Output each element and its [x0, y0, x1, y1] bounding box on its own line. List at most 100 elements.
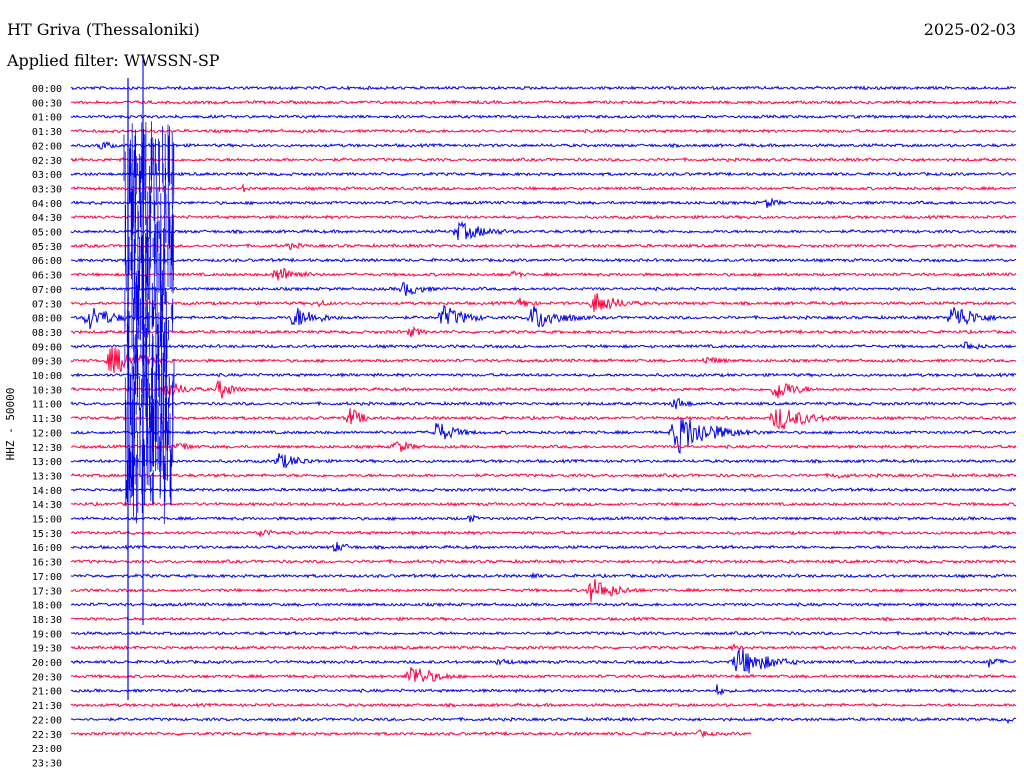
time-label: 20:00 [32, 658, 62, 669]
trace-line [70, 293, 1017, 313]
trace-line [70, 514, 1017, 523]
time-label: 13:30 [32, 471, 62, 482]
time-label: 08:00 [32, 314, 62, 325]
time-label: 03:00 [32, 170, 62, 181]
trace-line [70, 372, 1017, 378]
trace-line [70, 630, 1017, 637]
time-label: 04:00 [32, 199, 62, 210]
trace-line [70, 440, 1017, 452]
trace-line [70, 571, 1017, 580]
time-label: 19:30 [32, 644, 62, 655]
time-label: 07:00 [32, 285, 62, 296]
time-label: 17:30 [32, 586, 62, 597]
trace-line [70, 257, 1017, 264]
time-label: 14:30 [32, 500, 62, 511]
time-label: 17:00 [32, 572, 62, 583]
time-label: 01:30 [32, 127, 62, 138]
trace-line [71, 472, 1017, 479]
time-label: 19:00 [32, 629, 62, 640]
trace-line [71, 99, 1017, 106]
trace-line [70, 267, 1017, 281]
trace-line [70, 346, 1017, 373]
trace-line [70, 113, 1017, 120]
time-label: 16:00 [32, 543, 62, 554]
trace-line [70, 501, 1017, 507]
trace-line [70, 529, 1017, 537]
trace-line [70, 85, 1017, 91]
trace-line [70, 242, 1017, 251]
trace-line [70, 453, 1017, 468]
time-label-group: 00:00 00:30 01:00 01:30 02:00 02:30 03:00 03:30… [32, 84, 62, 769]
trace-line [71, 558, 1017, 565]
trace-line [70, 666, 1017, 682]
time-label: 12:30 [32, 443, 62, 454]
trace-line [70, 716, 1017, 725]
time-label: 00:30 [32, 98, 62, 109]
trace-line [70, 702, 1017, 709]
time-label: 16:30 [32, 558, 62, 569]
time-label: 15:30 [32, 529, 62, 540]
trace-line [70, 684, 1017, 696]
trace-line [70, 141, 1017, 150]
time-label: 04:30 [32, 213, 62, 224]
time-label: 20:30 [32, 672, 62, 683]
time-label: 06:30 [32, 271, 62, 282]
channel-label: HHZ - 50000 [4, 388, 17, 461]
time-label: 09:00 [32, 342, 62, 353]
trace-line [70, 220, 1017, 241]
trace-line [70, 128, 1017, 134]
date-label: 2025-02-03 [923, 20, 1016, 39]
trace-line [70, 408, 1017, 430]
trace-line [70, 616, 1017, 622]
trace-line [70, 171, 1017, 177]
trace-line [70, 643, 1017, 652]
trace-line [70, 601, 1017, 608]
trace-line [70, 341, 1017, 350]
trace-line [70, 648, 1017, 674]
trace-line [70, 325, 1017, 338]
time-label: 23:00 [32, 744, 62, 755]
time-label: 05:00 [32, 228, 62, 239]
filter-label: Applied filter: WWSSN-SP [7, 51, 220, 70]
trace-line [70, 486, 1017, 493]
time-label: 09:30 [32, 357, 62, 368]
time-label: 23:30 [32, 758, 62, 769]
time-label: 01:00 [32, 113, 62, 124]
time-label: 08:30 [32, 328, 62, 339]
time-label: 18:00 [32, 601, 62, 612]
event-body [123, 121, 175, 524]
trace-line [70, 304, 1017, 329]
time-label: 14:00 [32, 486, 62, 497]
trace-line [70, 156, 1017, 163]
time-label: 21:30 [32, 701, 62, 712]
time-label: 02:00 [32, 141, 62, 152]
time-label: 18:30 [32, 615, 62, 626]
time-label: 11:30 [32, 414, 62, 425]
trace-line [70, 197, 1017, 208]
trace-line [70, 214, 1017, 221]
station-title: HT Griva (Thessaloniki) [7, 20, 200, 39]
time-label: 15:00 [32, 515, 62, 526]
trace-line [70, 380, 1017, 399]
trace-line [71, 183, 1017, 193]
trace-line [70, 541, 1017, 553]
time-label: 22:00 [32, 715, 62, 726]
time-label: 00:00 [32, 84, 62, 95]
trace-line [70, 418, 1017, 454]
trace-line [70, 578, 1017, 603]
time-label: 07:30 [32, 299, 62, 310]
time-label: 02:30 [32, 156, 62, 167]
time-label: 21:00 [32, 687, 62, 698]
time-label: 13:00 [32, 457, 62, 468]
time-label: 05:30 [32, 242, 62, 253]
time-label: 22:30 [32, 730, 62, 741]
trace-group [70, 58, 1017, 739]
trace-line [70, 282, 1017, 297]
time-label: 10:30 [32, 385, 62, 396]
trace-line [70, 397, 1017, 410]
time-label: 06:00 [32, 256, 62, 267]
time-label: 10:00 [32, 371, 62, 382]
time-label: 03:30 [32, 184, 62, 195]
time-label: 11:00 [32, 400, 62, 411]
